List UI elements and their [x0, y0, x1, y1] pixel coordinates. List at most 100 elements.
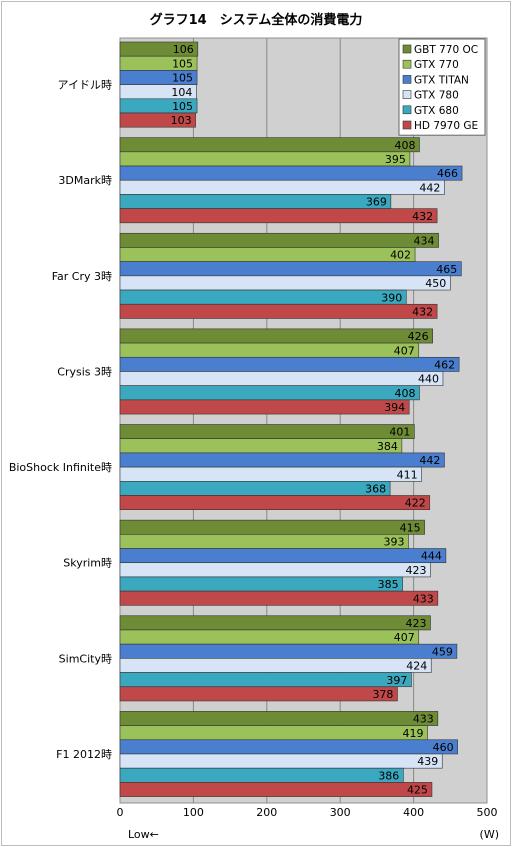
bar [119, 385, 420, 401]
bar [119, 480, 391, 496]
bar [119, 534, 409, 549]
bar-value-label: 385 [378, 578, 399, 591]
category-label: BioShock Infinite時 [9, 461, 112, 474]
x-tick-label: 100 [183, 806, 204, 819]
unit-label: (W) [480, 828, 499, 841]
x-tick-label: 500 [477, 806, 498, 819]
category-label: アイドル時 [58, 79, 112, 92]
category-label: F1 2012時 [56, 748, 112, 761]
bar [119, 399, 410, 415]
bar-value-label: 450 [425, 277, 446, 290]
bar-value-label: 105 [172, 57, 193, 70]
bar [119, 356, 460, 372]
bar-value-label: 425 [407, 784, 428, 797]
bar [119, 137, 420, 153]
bar-value-label: 104 [171, 86, 192, 99]
bar [119, 658, 432, 673]
category-label: Crysis 3時 [57, 365, 112, 378]
bar-value-label: 105 [172, 100, 193, 113]
bar [119, 275, 451, 291]
bar-value-label: 386 [378, 769, 399, 782]
bar [119, 438, 403, 454]
bar-value-label: 408 [394, 387, 415, 400]
bar [119, 548, 447, 564]
bar [119, 672, 412, 688]
bar [119, 112, 196, 128]
bar-value-label: 432 [412, 210, 433, 223]
bar [119, 711, 439, 726]
low-better-note: Low← [128, 828, 159, 841]
bar [119, 753, 443, 769]
bar-value-label: 439 [417, 755, 438, 768]
legend-label: GTX 770 [414, 59, 459, 71]
category-label: Skyrim時 [63, 557, 112, 570]
bar-value-label: 424 [406, 660, 427, 673]
bar-value-label: 415 [400, 521, 421, 534]
category-label: SimCity時 [59, 652, 112, 665]
bar-value-label: 465 [436, 263, 457, 276]
bar-value-label: 426 [408, 330, 429, 343]
bar-value-label: 442 [419, 454, 440, 467]
legend-swatch [402, 59, 412, 69]
category-label: Far Cry 3時 [52, 270, 112, 283]
bar [119, 208, 438, 224]
bar-value-label: 378 [372, 688, 393, 701]
bar [119, 590, 439, 606]
category-label: 3DMark時 [58, 174, 112, 187]
bar-value-label: 401 [389, 426, 410, 439]
bar-value-label: 384 [377, 440, 398, 453]
x-tick-label: 300 [330, 806, 351, 819]
bar [119, 151, 411, 167]
bar-value-label: 433 [413, 592, 434, 605]
legend-swatch [402, 105, 412, 115]
bar [119, 452, 445, 468]
bar [119, 686, 398, 702]
bar-groups: 1061051051041051034083954664423694324344… [119, 41, 463, 797]
bar-value-label: 440 [418, 373, 439, 386]
bar [119, 371, 444, 386]
bar-value-label: 462 [434, 358, 455, 371]
bar-value-label: 105 [172, 72, 193, 85]
bar [119, 424, 415, 439]
bar [119, 232, 439, 248]
bar-value-label: 459 [432, 645, 453, 658]
chart-title: グラフ14 システム全体の消費電力 [150, 12, 363, 28]
legend-label: GTX 780 [414, 90, 459, 102]
bar-value-label: 408 [394, 139, 415, 152]
bar-value-label: 368 [365, 483, 386, 496]
bar [119, 519, 425, 535]
x-tick-label: 0 [117, 806, 124, 819]
bar-value-label: 397 [386, 674, 407, 687]
bar-value-label: 444 [421, 550, 442, 563]
bar [119, 466, 422, 482]
bar [119, 303, 438, 319]
bar [119, 261, 462, 277]
legend-swatch [402, 90, 412, 99]
bar-value-label: 395 [385, 153, 406, 166]
bar-value-label: 411 [397, 468, 418, 481]
bar-value-label: 433 [413, 713, 434, 726]
x-tick-label: 400 [403, 806, 424, 819]
bar [119, 739, 458, 755]
legend-label: GTX TITAN [414, 74, 469, 86]
bar-value-label: 466 [437, 167, 458, 180]
legend-label: HD 7970 GE [414, 120, 478, 132]
bar [119, 179, 445, 195]
bar [119, 615, 431, 631]
bar-value-label: 393 [383, 536, 404, 549]
bar [119, 767, 404, 783]
bar-value-label: 423 [405, 564, 426, 577]
bar-value-label: 460 [433, 741, 454, 754]
bar [119, 629, 420, 645]
bar [119, 782, 433, 797]
bar-value-label: 423 [405, 617, 426, 630]
bar [119, 247, 416, 262]
y-axis-tick-labels: アイドル時 3DMark時 Far Cry 3時 Crysis 3時 BioShock … [9, 79, 112, 761]
legend-swatch [402, 44, 412, 54]
